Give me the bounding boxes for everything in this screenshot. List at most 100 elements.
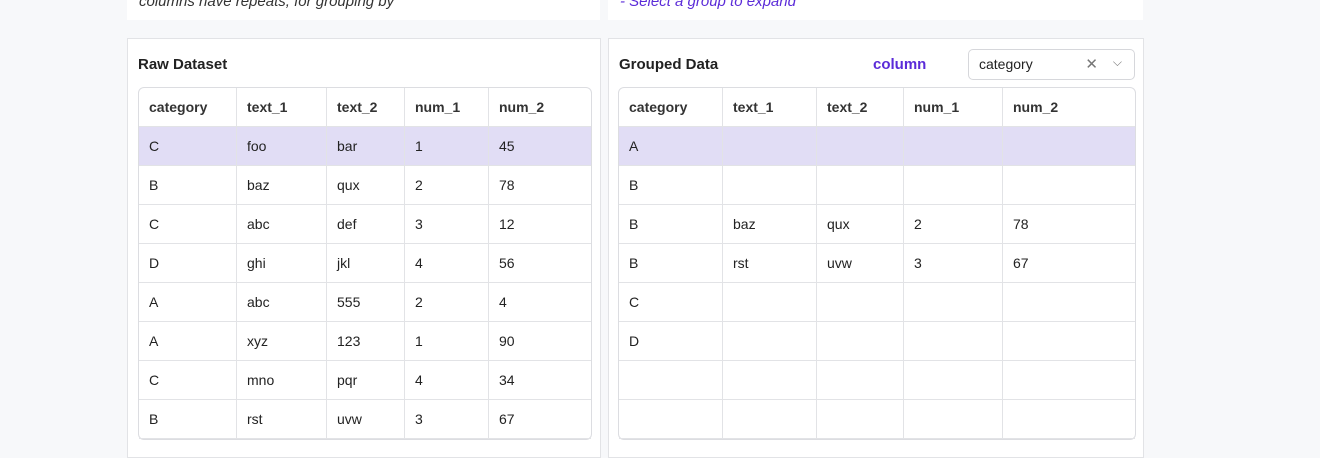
table-cell — [1003, 166, 1135, 205]
chevron-down-icon[interactable]: ⌵ — [1112, 55, 1122, 69]
column-header-num_1[interactable]: num_1 — [904, 88, 1003, 127]
table-cell — [1003, 400, 1135, 439]
table-cell — [1003, 361, 1135, 400]
column-label: column — [873, 56, 927, 73]
column-header-text_1[interactable]: text_1 — [237, 88, 327, 127]
table-cell: mno — [237, 361, 327, 400]
table-cell — [723, 127, 817, 166]
table-row[interactable]: C — [619, 283, 1135, 322]
column-header-num_1[interactable]: num_1 — [405, 88, 489, 127]
table-cell — [904, 400, 1003, 439]
table-cell — [904, 283, 1003, 322]
table-cell — [723, 400, 817, 439]
column-header-text_1[interactable]: text_1 — [723, 88, 817, 127]
table-cell: A — [619, 127, 723, 166]
table-cell: def — [327, 205, 405, 244]
table-cell: C — [619, 283, 723, 322]
table-row[interactable]: D — [619, 322, 1135, 361]
table-cell: 12 — [489, 205, 591, 244]
table-cell: B — [139, 166, 237, 205]
table-cell — [723, 361, 817, 400]
table-cell — [723, 166, 817, 205]
table-cell: abc — [237, 205, 327, 244]
table-cell: 2 — [405, 283, 489, 322]
table-cell — [619, 361, 723, 400]
hint-text: - Select a group to expand — [620, 0, 796, 10]
table-cell — [817, 400, 904, 439]
column-header-category[interactable]: category — [139, 88, 237, 127]
info-card-right: - Select a group to expand — [608, 0, 1143, 20]
table-cell: pqr — [327, 361, 405, 400]
table-cell — [1003, 322, 1135, 361]
table-cell: 45 — [489, 127, 591, 166]
table-cell: rst — [237, 400, 327, 439]
table-cell: D — [619, 322, 723, 361]
grouped-data-panel: Grouped Data column category ✕ ⌵ categor… — [608, 38, 1144, 458]
table-cell — [817, 127, 904, 166]
table-cell: 78 — [489, 166, 591, 205]
column-header-text_2[interactable]: text_2 — [327, 88, 405, 127]
table-cell: 555 — [327, 283, 405, 322]
table-cell: C — [139, 205, 237, 244]
table-cell: 1 — [405, 322, 489, 361]
column-header-text_2[interactable]: text_2 — [817, 88, 904, 127]
table-cell — [904, 127, 1003, 166]
table-cell: B — [139, 400, 237, 439]
table-row[interactable] — [619, 400, 1135, 439]
table-cell — [904, 361, 1003, 400]
select-value: category — [979, 56, 1033, 72]
info-text: columns have repeats, for grouping by — [139, 0, 395, 10]
table-row[interactable]: A — [619, 127, 1135, 166]
table-cell — [817, 283, 904, 322]
column-header-category[interactable]: category — [619, 88, 723, 127]
table-cell: foo — [237, 127, 327, 166]
table-cell — [817, 322, 904, 361]
table-cell: qux — [817, 205, 904, 244]
column-header-num_2[interactable]: num_2 — [489, 88, 591, 127]
table-cell: bar — [327, 127, 405, 166]
table-cell: 67 — [1003, 244, 1135, 283]
table-cell: 3 — [405, 205, 489, 244]
raw-dataset-panel: Raw Dataset category text_1 text_2 num_1 num… — [127, 38, 601, 458]
table-cell — [817, 166, 904, 205]
column-select[interactable]: category ✕ ⌵ — [968, 49, 1135, 80]
table-cell: 4 — [489, 283, 591, 322]
table-cell: uvw — [817, 244, 904, 283]
table-cell: C — [139, 361, 237, 400]
column-header-num_2[interactable]: num_2 — [1003, 88, 1135, 127]
table-cell: qux — [327, 166, 405, 205]
grouped-data-title: Grouped Data — [619, 56, 719, 73]
table-cell: 56 — [489, 244, 591, 283]
table-cell — [1003, 283, 1135, 322]
table-cell: 2 — [405, 166, 489, 205]
clear-icon[interactable]: ✕ — [1085, 56, 1098, 73]
table-cell: 78 — [1003, 205, 1135, 244]
table-cell: A — [139, 322, 237, 361]
table-cell: A — [139, 283, 237, 322]
table-cell: rst — [723, 244, 817, 283]
table-cell: 123 — [327, 322, 405, 361]
table-cell: jkl — [327, 244, 405, 283]
table-row[interactable]: B — [619, 166, 1135, 205]
table-cell: xyz — [237, 322, 327, 361]
table-cell: ghi — [237, 244, 327, 283]
table-cell: 1 — [405, 127, 489, 166]
table-cell: 34 — [489, 361, 591, 400]
table-row[interactable] — [619, 361, 1135, 400]
table-cell: C — [139, 127, 237, 166]
table-cell: D — [139, 244, 237, 283]
table-cell: 90 — [489, 322, 591, 361]
table-cell: B — [619, 244, 723, 283]
